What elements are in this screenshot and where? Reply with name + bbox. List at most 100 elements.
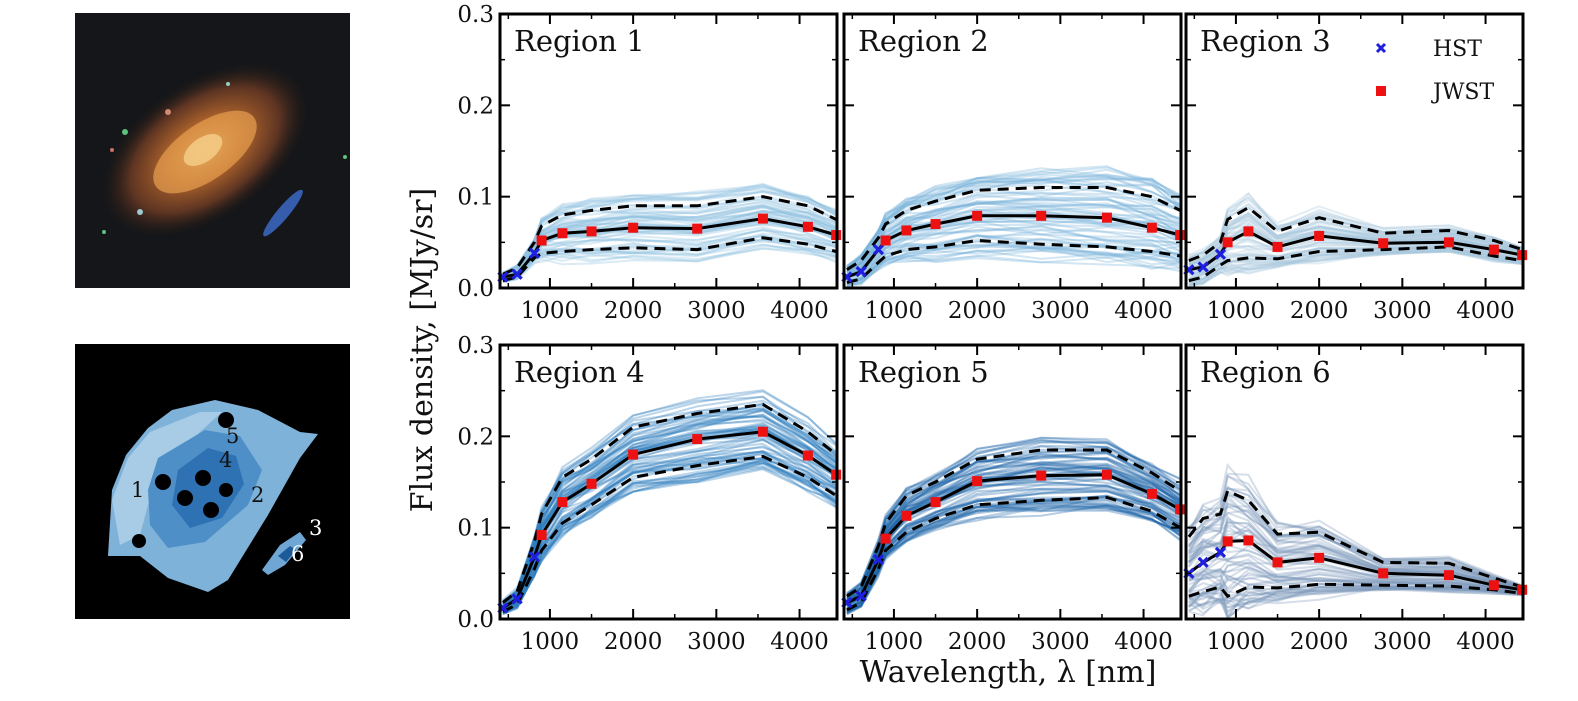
sample-curve (846, 177, 1181, 269)
sample-curve (846, 173, 1181, 268)
posterior-samples (1188, 462, 1523, 619)
sample-curve (846, 471, 1181, 603)
sample-curve (846, 202, 1181, 274)
sample-curve (502, 247, 837, 284)
x-tick-label: 1000 (1207, 298, 1266, 324)
sample-curve (1188, 497, 1523, 589)
x-tick-label: 3000 (687, 298, 746, 324)
seg-label-5: 5 (226, 424, 239, 448)
sample-curve (1188, 246, 1523, 285)
sample-curve (502, 238, 837, 283)
jwst-point (901, 225, 912, 236)
panel-region-1: 1000 2000 3000 4000 0.0 0.1 0.2 0.3 Region 1 (457, 2, 842, 324)
jwst-point (628, 222, 639, 233)
sample-curve (846, 202, 1181, 276)
sample-curve (1188, 529, 1523, 591)
sample-curve (502, 468, 837, 614)
sample-curve (1188, 584, 1523, 614)
sample-curve (846, 198, 1181, 275)
jwst-point (557, 497, 568, 508)
sample-curve (1188, 523, 1523, 591)
panel-title: Region 6 (1200, 355, 1331, 389)
sample-curve (846, 225, 1181, 282)
sample-curve (1188, 588, 1523, 619)
hst-point (855, 590, 867, 602)
sample-curve (846, 440, 1181, 594)
jwst-point (972, 476, 983, 487)
sample-curve (846, 505, 1181, 615)
sample-curve (846, 444, 1181, 596)
sample-curve (1188, 486, 1523, 587)
sample-curve (846, 502, 1181, 614)
jwst-point (1272, 241, 1283, 252)
jwst-point (536, 235, 547, 246)
sample-curve (1188, 559, 1523, 593)
sample-curve (502, 209, 837, 277)
legend: HST JWST (1375, 37, 1495, 105)
sample-curve (1188, 554, 1523, 592)
sample-curve (1188, 249, 1523, 288)
sample-curve (502, 204, 837, 277)
sample-curve (502, 210, 837, 278)
sample-curve (1188, 191, 1523, 259)
jwst-point (880, 533, 891, 544)
sample-curve (846, 196, 1181, 273)
sample-curve (502, 407, 837, 605)
sample-curve (1188, 248, 1523, 287)
sample-curve (846, 192, 1181, 273)
x-tick-label: 2000 (948, 629, 1007, 655)
jwst-point (1146, 222, 1157, 233)
x-tick-label: 4000 (770, 629, 829, 655)
sample-curve (1188, 489, 1523, 590)
x-tick-label: 3000 (1373, 298, 1432, 324)
seg-label-6: 6 (291, 542, 304, 566)
legend-hst-marker (1375, 42, 1387, 54)
sample-curve (846, 170, 1181, 269)
sample-curve (1188, 521, 1523, 591)
sample-curve (846, 201, 1181, 276)
sample-curve (846, 178, 1181, 270)
hst-point (1197, 261, 1209, 273)
jwst-point (628, 449, 639, 460)
sample-curve (846, 173, 1181, 267)
sample-curve (846, 178, 1181, 267)
y-tick-label: 0.2 (457, 424, 494, 450)
sample-curve (1188, 529, 1523, 591)
sample-curve (1188, 485, 1523, 588)
jwst-point (930, 497, 941, 508)
sample-curve (1188, 562, 1523, 594)
lower-percentile-line (1188, 582, 1523, 599)
lower-percentile-line (502, 236, 837, 283)
sample-curve (1188, 585, 1523, 601)
panel-region-5: 1000 2000 3000 4000 Region 5 (841, 343, 1186, 655)
legend-jwst-marker (1376, 86, 1386, 96)
sample-curve (502, 204, 837, 278)
upper-percentile-line (846, 448, 1181, 598)
x-tick-label: 1000 (1207, 629, 1266, 655)
sample-curve (846, 460, 1181, 603)
jwst-point (1443, 237, 1454, 248)
sample-curve (1188, 474, 1523, 587)
panel-region-6: 1000 2000 3000 4000 Region 6 (1183, 343, 1528, 655)
sample-curve (846, 219, 1181, 278)
sample-curve (1188, 586, 1523, 614)
sample-curve (1188, 571, 1523, 596)
y-tick-label: 0.0 (457, 607, 494, 633)
hst-point (528, 247, 541, 259)
sample-curve (502, 410, 837, 606)
hst-point (1197, 556, 1209, 569)
jwst-point (901, 510, 912, 521)
upper-percentile-line (1188, 205, 1523, 262)
sample-curve (502, 205, 837, 277)
sample-curve (1188, 228, 1523, 272)
panel-title: Region 2 (858, 24, 989, 58)
sample-curve (1188, 586, 1523, 612)
sample-curve (846, 166, 1181, 268)
sample-curve (1188, 212, 1523, 265)
hst-point (511, 268, 523, 280)
jwst-point (1488, 244, 1499, 255)
sample-curve (1188, 225, 1523, 267)
sample-curve (1188, 462, 1523, 588)
sample-curve (502, 459, 837, 614)
